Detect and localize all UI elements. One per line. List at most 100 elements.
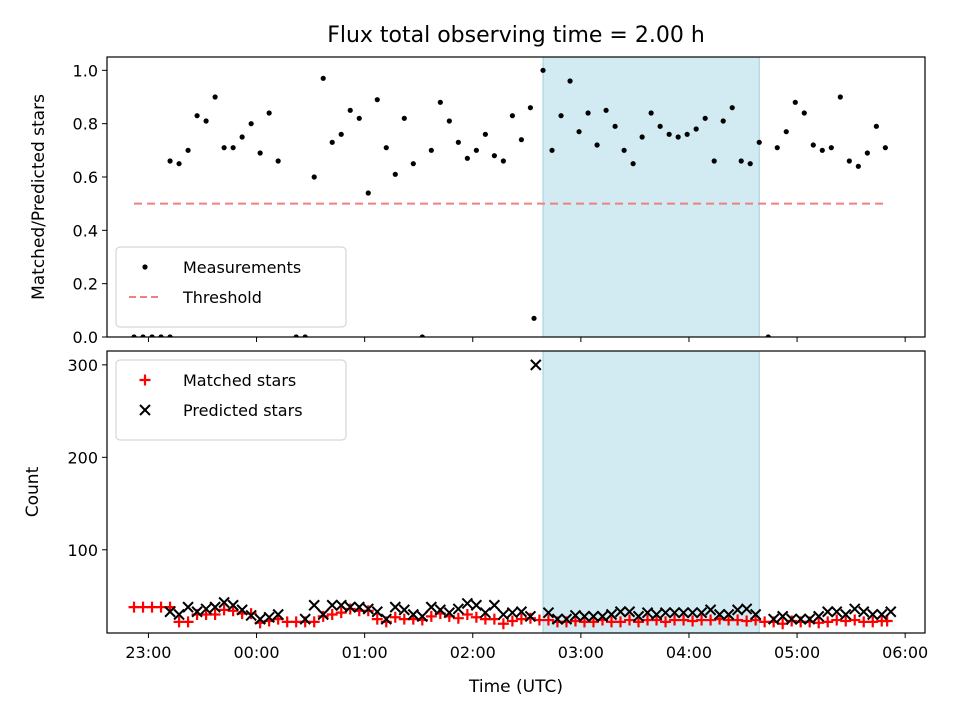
data-point-predicted-stars-58: [704, 604, 717, 616]
data-point-measurements-60: [666, 131, 672, 137]
data-point-matched-stars-6: [182, 616, 194, 628]
data-point-predicted-stars-10: [254, 613, 266, 625]
data-point-predicted-stars-67: [794, 613, 807, 625]
data-point-matched-stars-26: [362, 605, 374, 617]
data-point-measurements-62: [684, 131, 690, 137]
data-point-matched-stars-37: [461, 609, 473, 621]
data-point-measurements-66: [720, 118, 726, 124]
data-point-predicted-stars-51: [641, 606, 654, 619]
data-point-predicted-stars-11: [263, 611, 275, 623]
data-point-predicted-stars-42: [560, 613, 573, 625]
data-point-predicted-stars-20: [362, 603, 374, 615]
x-tick-label: 02:00: [450, 643, 496, 662]
data-point-measurements-53: [603, 107, 609, 113]
x-axis-label: Time (UTC): [468, 677, 563, 697]
y-tick-label: 0.0: [73, 328, 98, 347]
x-tick-label: 23:00: [125, 643, 171, 662]
data-point-measurements-21: [320, 75, 326, 81]
data-point-predicted-stars-44: [578, 610, 591, 623]
data-point-predicted-stars-9: [245, 609, 257, 622]
data-point-measurements-45: [531, 315, 537, 321]
data-point-measurements-74: [792, 99, 798, 105]
plot-area: [128, 359, 897, 630]
data-point-predicted-stars-13: [299, 613, 311, 625]
data-point-measurements-35: [446, 118, 452, 124]
data-point-measurements-65: [711, 158, 717, 164]
data-point-matched-stars-46: [542, 614, 554, 626]
data-point-predicted-stars-24: [398, 604, 410, 616]
data-point-measurements-54: [612, 123, 618, 129]
axes-frame: [106, 350, 926, 634]
data-point-predicted-stars-47: [605, 608, 618, 621]
data-point-measurements-68: [738, 158, 744, 164]
data-point-measurements-50: [576, 129, 582, 135]
data-point-measurements-36: [455, 139, 461, 145]
data-point-predicted-stars-29: [443, 606, 456, 619]
data-point-measurements-48: [558, 113, 564, 119]
data-point-predicted-stars-27: [425, 601, 438, 613]
y-tick-label: 0.2: [73, 275, 98, 294]
data-point-measurements-17: [275, 158, 281, 164]
data-point-predicted-stars-49: [623, 606, 636, 618]
data-point-measurements-81: [855, 163, 861, 169]
data-point-measurements-6: [176, 161, 182, 167]
data-point-predicted-stars-6: [218, 596, 230, 609]
data-point-measurements-28: [383, 145, 389, 151]
data-point-measurements-40: [491, 153, 497, 159]
observing-window-band: [542, 350, 760, 634]
y-tick-label: 200: [67, 448, 98, 467]
data-point-matched-stars-56: [633, 616, 645, 628]
data-point-predicted-stars-54: [668, 606, 681, 619]
data-point-measurements-72: [774, 145, 780, 151]
data-point-predicted-stars-56: [686, 606, 699, 619]
data-point-measurements-5: [167, 158, 173, 164]
data-point-measurements-26: [365, 190, 371, 196]
data-point-matched-stars-77: [822, 616, 834, 628]
data-point-predicted-stars-39: [530, 359, 542, 371]
data-point-measurements-57: [639, 134, 645, 140]
legend-box: [115, 359, 347, 441]
x-tick-label: 04:00: [666, 643, 712, 662]
data-point-measurements-55: [621, 147, 627, 153]
data-point-measurements-46: [540, 67, 546, 73]
data-point-matched-stars-21: [317, 610, 329, 622]
data-point-measurements-15: [257, 150, 263, 156]
data-point-predicted-stars-5: [209, 601, 221, 613]
data-point-measurements-63: [693, 126, 699, 132]
data-point-predicted-stars-12: [272, 608, 284, 621]
data-point-matched-stars-42: [506, 615, 518, 627]
data-point-measurements-58: [648, 110, 654, 116]
data-point-measurements-12: [230, 145, 236, 151]
data-point-predicted-stars-19: [353, 601, 365, 613]
x-tick-label: 00:00: [233, 643, 279, 662]
data-point-predicted-stars-15: [317, 608, 329, 621]
legend-label-predicted-stars: Predicted stars: [183, 401, 303, 420]
data-point-predicted-stars-32: [470, 599, 483, 611]
data-point-matched-stars-41: [497, 618, 509, 630]
data-point-predicted-stars-26: [416, 610, 429, 623]
data-point-predicted-stars-77: [885, 606, 897, 618]
data-point-predicted-stars-31: [461, 597, 474, 610]
data-point-measurements-47: [549, 147, 555, 153]
data-point-matched-stars-33: [425, 610, 437, 622]
data-point-matched-stars-23: [335, 607, 347, 619]
data-point-measurements-1: [140, 334, 146, 337]
data-point-predicted-stars-48: [614, 606, 627, 618]
data-point-predicted-stars-72: [840, 608, 852, 621]
data-point-predicted-stars-76: [876, 608, 888, 621]
data-point-predicted-stars-50: [632, 610, 645, 623]
data-point-measurements-11: [221, 145, 227, 151]
data-point-measurements-33: [428, 147, 434, 153]
data-point-matched-stars-13: [245, 608, 257, 620]
legend-marker-predicted-stars: [139, 404, 151, 416]
legend-marker-measurements: [142, 264, 148, 270]
data-point-measurements-34: [437, 99, 443, 105]
data-point-measurements-0: [131, 334, 137, 337]
data-point-predicted-stars-41: [551, 613, 564, 625]
x-tick-label: 01:00: [342, 643, 388, 662]
x-tick-label: 03:00: [558, 643, 604, 662]
data-point-measurements-8: [194, 113, 200, 119]
data-point-matched-stars-51: [587, 616, 599, 628]
data-point-measurements-84: [882, 145, 888, 151]
legend-marker-matched-stars: [139, 374, 151, 386]
